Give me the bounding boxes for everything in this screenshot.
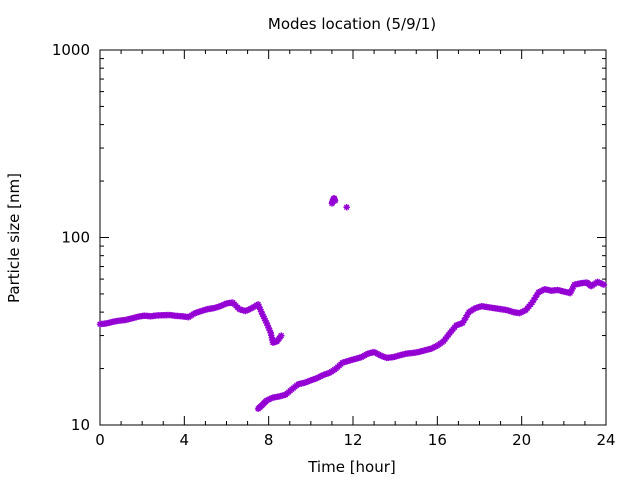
chart-title: Modes location (5/9/1) <box>268 15 436 33</box>
data-point <box>568 287 575 295</box>
x-tick-label: 12 <box>343 431 362 449</box>
data-point <box>464 311 471 319</box>
data-point <box>278 332 285 339</box>
data-point <box>263 319 270 327</box>
data-point <box>462 314 469 321</box>
y-tick-label: 1000 <box>52 41 90 59</box>
data-point <box>461 317 468 324</box>
data-point <box>260 313 267 320</box>
data-point <box>459 319 466 327</box>
y-axis-label: Particle size [nm] <box>5 173 23 303</box>
data-point <box>600 281 608 288</box>
data-point <box>257 306 264 313</box>
data-point <box>264 322 271 329</box>
x-tick-label: 20 <box>512 431 531 449</box>
data-point <box>569 285 576 293</box>
data-point <box>343 204 350 211</box>
x-axis-label: Time [hour] <box>307 458 396 476</box>
data-point <box>259 310 266 318</box>
data-point <box>262 317 269 324</box>
plot-frame <box>99 49 607 426</box>
data-point <box>566 289 574 297</box>
data-points <box>96 195 608 413</box>
y-tick-label: 10 <box>71 416 90 434</box>
data-point <box>261 315 268 322</box>
data-point <box>254 301 262 308</box>
data-point <box>570 283 577 291</box>
x-tick-label: 0 <box>95 431 105 449</box>
x-tick-label: 16 <box>428 431 447 449</box>
x-tick-label: 24 <box>596 431 615 449</box>
data-point <box>258 308 265 315</box>
x-tick-label: 8 <box>264 431 274 449</box>
data-point <box>331 197 339 204</box>
y-axis: 10 100 1000 <box>52 41 606 434</box>
data-point <box>266 327 273 334</box>
x-tick-label: 4 <box>180 431 190 449</box>
y-tick-label: 100 <box>61 229 90 247</box>
data-point <box>255 303 263 311</box>
data-point <box>265 324 272 332</box>
x-axis: 0 4 8 12 16 20 24 <box>95 50 616 449</box>
